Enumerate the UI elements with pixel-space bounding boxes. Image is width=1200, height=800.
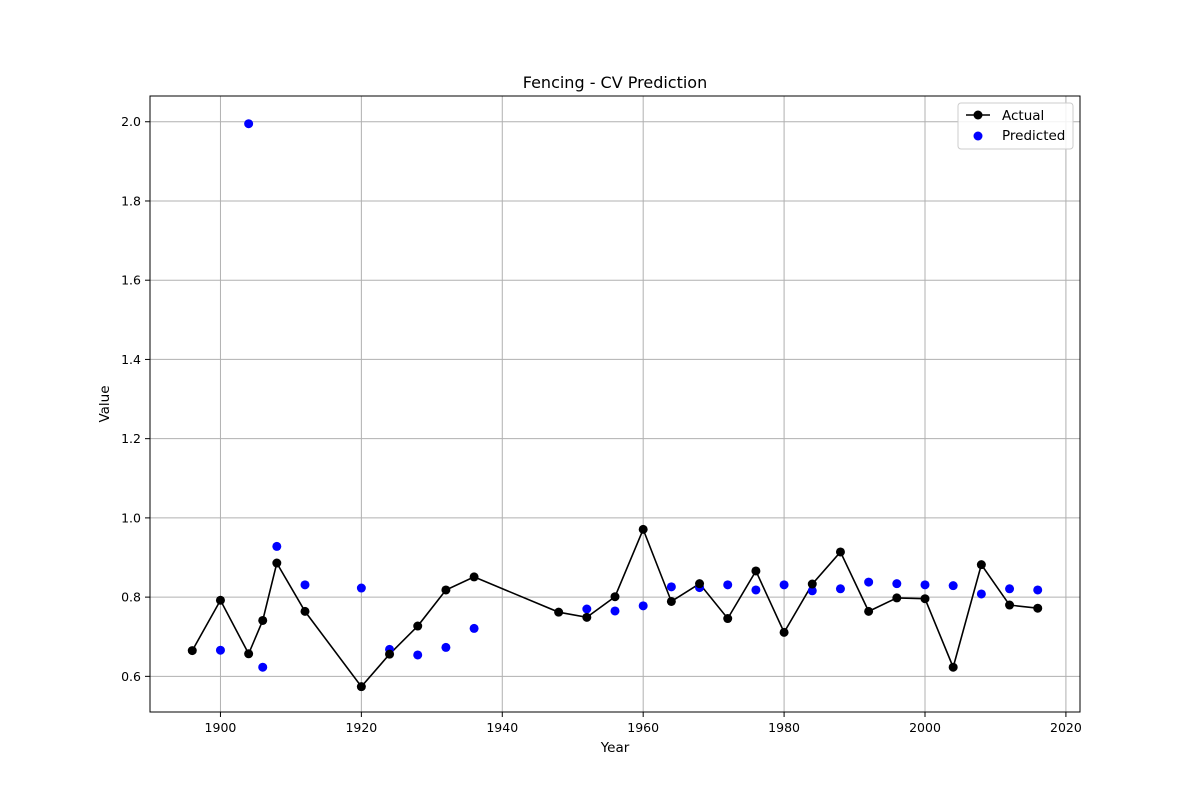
legend-predicted-label: Predicted [1002, 128, 1065, 144]
actual-point [892, 593, 902, 603]
y-tick-label: 1.2 [121, 431, 141, 446]
actual-point [356, 682, 366, 692]
actual-point [244, 649, 254, 659]
actual-point [864, 606, 874, 616]
actual-point [920, 594, 930, 604]
predicted-point [666, 582, 676, 592]
predicted-point [272, 541, 282, 551]
chart-title: Fencing - CV Prediction [523, 73, 707, 92]
actual-point [976, 560, 986, 570]
predicted-point [300, 580, 310, 590]
legend-predicted-marker [973, 131, 983, 141]
x-tick-label: 2020 [1050, 720, 1082, 735]
predicted-point [751, 585, 761, 595]
predicted-point [258, 662, 268, 672]
x-tick-label: 1920 [345, 720, 377, 735]
actual-point [1033, 603, 1043, 613]
actual-point [554, 607, 564, 617]
predicted-point [976, 589, 986, 599]
y-tick-label: 2.0 [121, 114, 141, 129]
x-axis-label: Year [600, 740, 630, 756]
predicted-point [920, 580, 930, 590]
actual-point [272, 558, 282, 568]
actual-point [441, 585, 451, 595]
actual-point [666, 596, 676, 606]
actual-point [751, 566, 761, 576]
predicted-point [610, 606, 620, 616]
x-tick-label: 1960 [627, 720, 659, 735]
y-tick-label: 0.6 [121, 669, 141, 684]
predicted-point [807, 586, 817, 596]
actual-point [610, 592, 620, 602]
predicted-point [1033, 585, 1043, 595]
legend-actual-label: Actual [1002, 108, 1044, 124]
series-layer [187, 119, 1043, 692]
legend: Actual Predicted [957, 102, 1074, 150]
predicted-point [948, 581, 958, 591]
plot-frame [149, 95, 1081, 713]
actual-point [300, 606, 310, 616]
predicted-point [441, 642, 451, 652]
actual-point [638, 524, 648, 534]
predicted-point [244, 119, 254, 129]
actual-point [1005, 600, 1015, 610]
y-axis-label: Value [97, 385, 113, 422]
actual-point [215, 595, 225, 605]
actual-point [807, 579, 817, 589]
x-axis: 1900 1920 1940 1960 1980 2000 2020 [205, 712, 1082, 735]
actual-point [695, 579, 705, 589]
predicted-point [779, 580, 789, 590]
actual-point [469, 572, 479, 582]
actual-point [723, 614, 733, 624]
y-tick-label: 1.6 [121, 273, 141, 288]
predicted-point [413, 650, 423, 660]
grid [150, 96, 1080, 712]
legend-actual-marker [973, 110, 983, 120]
predicted-point [723, 580, 733, 590]
y-tick-label: 1.8 [121, 193, 141, 208]
actual-point [385, 649, 395, 659]
actual-point [258, 615, 268, 625]
x-tick-label: 1900 [205, 720, 237, 735]
actual-point [835, 547, 845, 557]
actual-point [948, 662, 958, 672]
x-tick-label: 1980 [768, 720, 800, 735]
predicted-point [864, 577, 874, 587]
x-tick-label: 1940 [486, 720, 518, 735]
y-axis: 0.6 0.8 1.0 1.2 1.4 1.6 1.8 2.0 [121, 114, 150, 684]
predicted-point [1005, 584, 1015, 594]
y-tick-label: 1.0 [121, 510, 141, 525]
predicted-point [356, 583, 366, 593]
predicted-point [892, 579, 902, 589]
predicted-point [638, 601, 648, 611]
actual-point [582, 612, 592, 622]
actual-point [413, 621, 423, 631]
y-tick-label: 0.8 [121, 590, 141, 605]
predicted-point [835, 584, 845, 594]
predicted-point [469, 623, 479, 633]
actual-point [779, 627, 789, 637]
x-tick-label: 2000 [909, 720, 941, 735]
actual-point [187, 646, 197, 656]
y-tick-label: 1.4 [121, 352, 141, 367]
predicted-point [582, 604, 592, 614]
predicted-point [215, 645, 225, 655]
